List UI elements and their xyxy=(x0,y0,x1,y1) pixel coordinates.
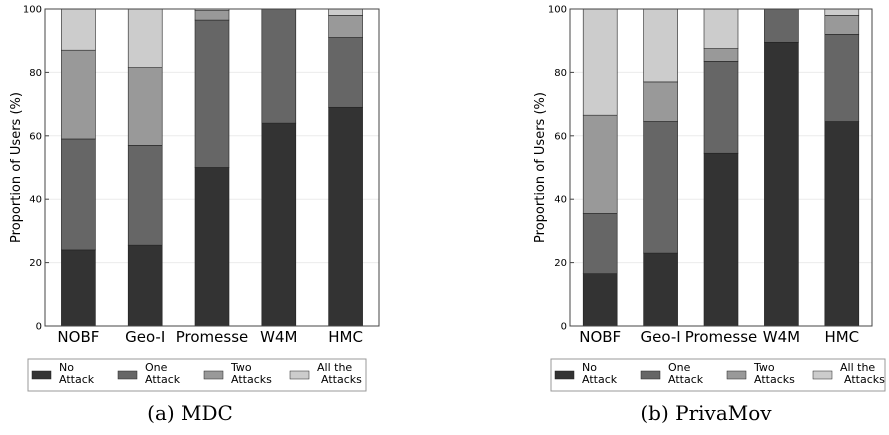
legend-swatch xyxy=(31,370,52,380)
legend-swatch xyxy=(117,370,138,380)
legend-swatch xyxy=(726,370,747,380)
bar-segment-promesse-2 xyxy=(194,10,230,21)
bar-segment-hmc-1 xyxy=(824,34,860,122)
bar-segment-nobf-3 xyxy=(582,8,618,116)
y-tick-label: 0 xyxy=(36,322,42,333)
x-tick-label: Promesse xyxy=(176,328,249,346)
legend-label: One xyxy=(145,361,168,374)
y-tick-label: 60 xyxy=(29,131,42,142)
x-tick-label: W4M xyxy=(763,328,800,346)
legend-label: All the xyxy=(317,361,352,374)
x-tick-label: Geo-I xyxy=(641,328,681,346)
bar-segment-nobf-0 xyxy=(582,273,618,327)
bar-segment-nobf-2 xyxy=(61,49,96,140)
y-tick-label: 80 xyxy=(554,68,567,79)
legend-swatch xyxy=(554,370,575,380)
x-tick-label: Promesse xyxy=(685,328,758,346)
legend-label: Attacks xyxy=(754,373,795,386)
legend-label: Attack xyxy=(59,373,95,386)
legend-label: Attack xyxy=(582,373,618,386)
bar-segment-nobf-2 xyxy=(582,114,618,214)
bar-segment-hmc-2 xyxy=(824,15,860,35)
y-tick-label: 60 xyxy=(554,131,567,142)
legend-label: All the xyxy=(840,361,875,374)
y-tick-label: 100 xyxy=(548,5,567,16)
panel-caption: (a) MDC xyxy=(147,401,233,425)
bar-segment-geo-i-1 xyxy=(127,145,163,246)
x-tick-label: W4M xyxy=(260,328,297,346)
bar-segment-geo-i-3 xyxy=(643,8,678,83)
bar-segment-geo-i-2 xyxy=(127,67,163,146)
y-tick-label: 40 xyxy=(554,195,567,206)
bar-segment-hmc-0 xyxy=(824,121,860,327)
bar-segment-promesse-2 xyxy=(703,48,739,62)
bar-segment-geo-i-0 xyxy=(643,252,678,327)
legend-swatch xyxy=(203,370,224,380)
chart-panel-1: NOBF Geo-I Promesse W4M HMC 0 20 40 60 80 100 Propo… xyxy=(533,5,886,425)
bar-segment-promesse-1 xyxy=(703,61,739,154)
bar-segment-hmc-0 xyxy=(328,106,363,327)
y-tick-label: 40 xyxy=(29,195,42,206)
legend-swatch xyxy=(640,370,661,380)
bar-segment-promesse-1 xyxy=(194,19,230,168)
legend-label: No xyxy=(59,361,74,374)
legend-label: One xyxy=(668,361,691,374)
legend-label: Attacks xyxy=(231,373,272,386)
x-tick-label: HMC xyxy=(328,328,363,346)
y-tick-label: 100 xyxy=(23,5,42,16)
y-tick-label: 20 xyxy=(29,258,42,269)
plot-frame xyxy=(44,8,380,327)
bar-segment-hmc-3 xyxy=(824,8,860,16)
x-tick-label: NOBF xyxy=(579,328,621,346)
x-tick-label: Geo-I xyxy=(125,328,165,346)
bar-segment-w4m-1 xyxy=(764,8,799,43)
chart-panel-0: NOBF Geo-I Promesse W4M HMC 0 20 40 60 80 100 Propo… xyxy=(9,5,380,425)
bar-segment-w4m-1 xyxy=(261,8,297,124)
legend-label: Attack xyxy=(145,373,181,386)
bar-segment-geo-i-3 xyxy=(127,8,163,68)
panel-caption: (b) PrivaMov xyxy=(640,401,772,425)
legend-label: Two xyxy=(230,361,252,374)
legend-box xyxy=(27,358,367,392)
legend-label: Two xyxy=(753,361,775,374)
x-tick-label: NOBF xyxy=(57,328,99,346)
legend-label: Attacks xyxy=(844,373,885,386)
legend-label: Attacks xyxy=(321,373,362,386)
bar-segment-geo-i-1 xyxy=(643,121,678,254)
legend-swatch xyxy=(289,370,310,380)
y-axis-label: Proportion of Users (%) xyxy=(533,92,548,243)
y-axis-label: Proportion of Users (%) xyxy=(9,92,24,243)
bar-segment-hmc-1 xyxy=(328,37,363,108)
bar-segment-geo-i-0 xyxy=(127,244,163,327)
bar-segment-geo-i-2 xyxy=(643,81,678,122)
bar-segment-hmc-3 xyxy=(328,8,363,16)
bar-segment-hmc-2 xyxy=(328,15,363,38)
bar-segment-nobf-1 xyxy=(582,213,618,274)
bar-segment-w4m-0 xyxy=(261,122,297,327)
y-tick-label: 80 xyxy=(29,68,42,79)
legend-swatch xyxy=(812,370,833,380)
bar-segment-promesse-3 xyxy=(703,8,739,49)
bar-segment-nobf-1 xyxy=(61,138,96,251)
legend-label: No xyxy=(582,361,597,374)
plot-frame xyxy=(569,8,873,327)
y-tick-label: 20 xyxy=(554,258,567,269)
bar-segment-w4m-0 xyxy=(764,41,799,327)
bar-segment-nobf-0 xyxy=(61,249,96,327)
bar-segment-promesse-0 xyxy=(703,152,739,327)
bar-segment-nobf-3 xyxy=(61,8,96,51)
y-tick-label: 0 xyxy=(561,322,567,333)
bar-segment-promesse-0 xyxy=(194,167,230,327)
x-tick-label: HMC xyxy=(824,328,859,346)
legend-label: Attack xyxy=(668,373,704,386)
